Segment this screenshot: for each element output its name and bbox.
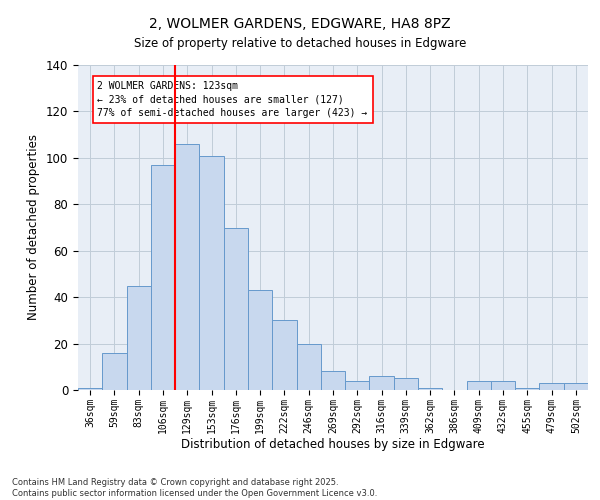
Bar xyxy=(224,228,248,390)
Bar xyxy=(345,380,370,390)
Bar xyxy=(127,286,151,390)
Bar xyxy=(272,320,296,390)
Text: Contains HM Land Registry data © Crown copyright and database right 2025.
Contai: Contains HM Land Registry data © Crown c… xyxy=(12,478,377,498)
Text: Size of property relative to detached houses in Edgware: Size of property relative to detached ho… xyxy=(134,38,466,51)
Bar xyxy=(467,380,491,390)
Bar xyxy=(248,290,272,390)
Y-axis label: Number of detached properties: Number of detached properties xyxy=(28,134,40,320)
Bar xyxy=(151,165,175,390)
Text: 2, WOLMER GARDENS, EDGWARE, HA8 8PZ: 2, WOLMER GARDENS, EDGWARE, HA8 8PZ xyxy=(149,18,451,32)
Bar xyxy=(78,388,102,390)
Bar xyxy=(491,380,515,390)
Bar xyxy=(199,156,224,390)
X-axis label: Distribution of detached houses by size in Edgware: Distribution of detached houses by size … xyxy=(181,438,485,452)
Bar xyxy=(175,144,199,390)
Bar xyxy=(296,344,321,390)
Bar xyxy=(370,376,394,390)
Bar xyxy=(539,383,564,390)
Text: 2 WOLMER GARDENS: 123sqm
← 23% of detached houses are smaller (127)
77% of semi-: 2 WOLMER GARDENS: 123sqm ← 23% of detach… xyxy=(97,82,368,118)
Bar xyxy=(102,353,127,390)
Bar xyxy=(321,372,345,390)
Bar xyxy=(564,383,588,390)
Bar xyxy=(515,388,539,390)
Bar xyxy=(394,378,418,390)
Bar xyxy=(418,388,442,390)
